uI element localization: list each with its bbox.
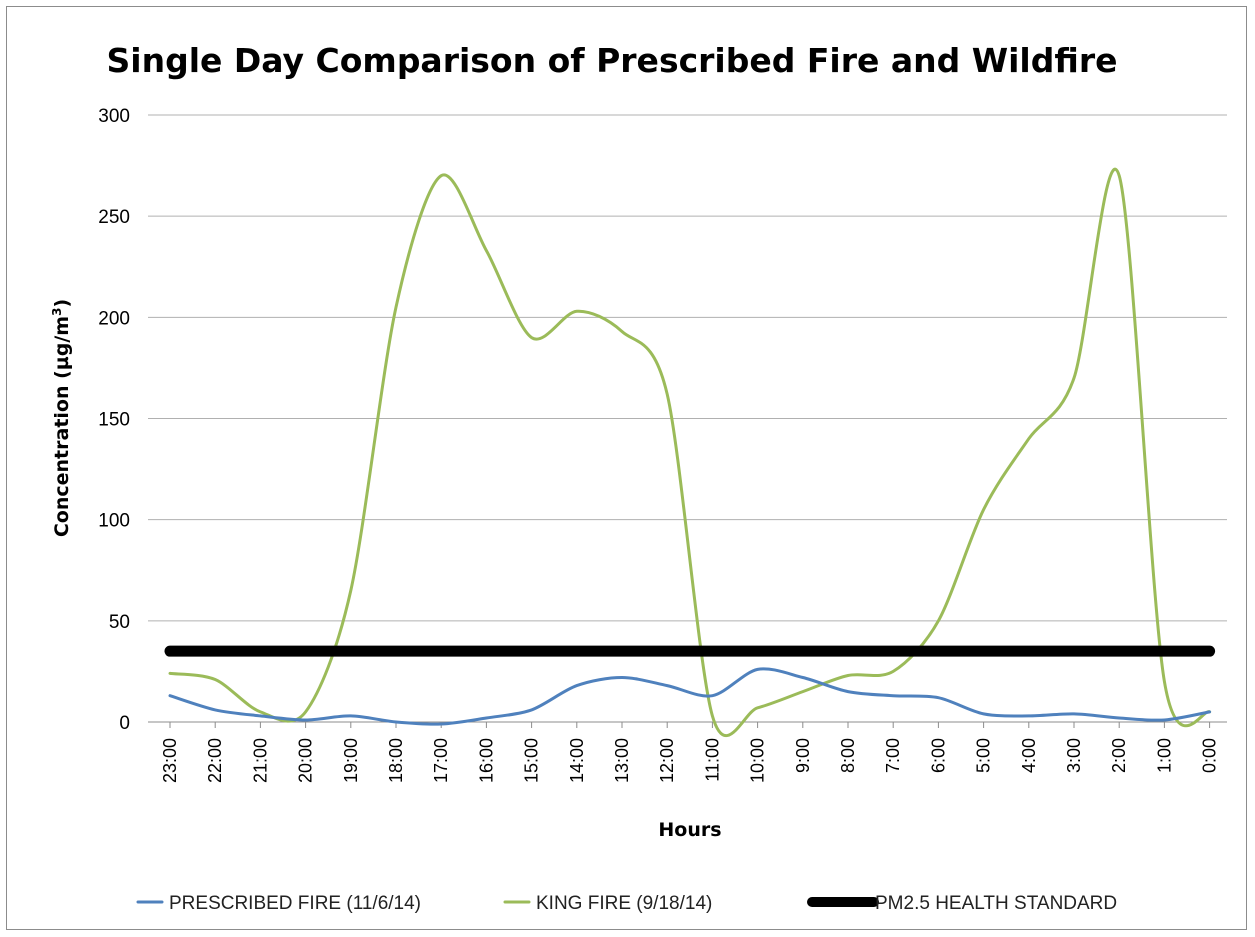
x-tick-label: 6:00 <box>928 738 948 773</box>
x-tick-label: 9:00 <box>793 738 813 773</box>
y-axis-label: Concentration (µg/m3) <box>50 299 73 537</box>
y-axis-ticks: 0 50 100 150 200 250 300 <box>98 106 130 734</box>
x-tick-label: 14:00 <box>567 738 587 783</box>
x-tick-label: 7:00 <box>883 738 903 773</box>
series-points-1 <box>170 175 1211 716</box>
y-axis-label-suffix: ) <box>51 299 73 308</box>
x-tick-label: 22:00 <box>205 738 225 783</box>
x-tick-label: 12:00 <box>657 738 677 783</box>
x-tick-label: 16:00 <box>476 738 496 783</box>
x-tick-label: 3:00 <box>1064 738 1084 773</box>
legend-label-1: KING FIRE (9/18/14) <box>536 893 712 914</box>
y-tick-label: 50 <box>109 612 130 633</box>
x-tick-label: 13:00 <box>612 738 632 783</box>
x-tick-label: 20:00 <box>296 738 316 783</box>
chart-frame <box>6 6 1247 930</box>
y-axis-label-prefix: Concentration (µg/m <box>51 316 73 537</box>
legend-label-0: PRESCRIBED FIRE (11/6/14) <box>169 893 421 914</box>
x-tick-label: 17:00 <box>431 738 451 783</box>
series-line-0 <box>168 667 1212 726</box>
x-tick-label: 18:00 <box>386 738 406 783</box>
y-tick-label: 200 <box>98 308 130 329</box>
x-tick-label: 21:00 <box>250 738 270 783</box>
y-axis-label-superscript: 3 <box>50 308 64 316</box>
x-tick-label: 4:00 <box>1019 738 1039 773</box>
legend: PRESCRIBED FIRE (11/6/14) KING FIRE (9/18… <box>136 893 1117 914</box>
legend-label-2: PM2.5 HEALTH STANDARD <box>875 893 1117 914</box>
x-axis-ticks: 23:00 22:00 21:00 20:00 19:00 18:00 17:00 16:00… <box>160 722 1220 783</box>
chart-title: Single Day Comparison of Prescribed Fire… <box>107 41 1118 80</box>
x-tick-label: 10:00 <box>748 738 768 783</box>
x-axis-label: Hours <box>658 819 721 841</box>
series-layer <box>164 167 1216 737</box>
y-tick-label: 150 <box>98 410 130 431</box>
y-tick-label: 0 <box>119 713 130 734</box>
x-tick-label: 5:00 <box>974 738 994 773</box>
x-tick-label: 2:00 <box>1109 738 1129 773</box>
x-tick-label: 15:00 <box>522 738 542 783</box>
x-tick-label: 23:00 <box>160 738 180 783</box>
y-tick-label: 300 <box>98 106 130 127</box>
y-tick-label: 100 <box>98 511 130 532</box>
x-tick-label: 1:00 <box>1154 738 1174 773</box>
gridlines <box>148 114 1227 622</box>
x-tick-label: 8:00 <box>838 738 858 773</box>
x-tick-label: 19:00 <box>341 738 361 783</box>
x-tick-label: 11:00 <box>702 738 722 782</box>
y-tick-label: 250 <box>98 207 130 228</box>
x-tick-label: 0:00 <box>1200 738 1220 773</box>
